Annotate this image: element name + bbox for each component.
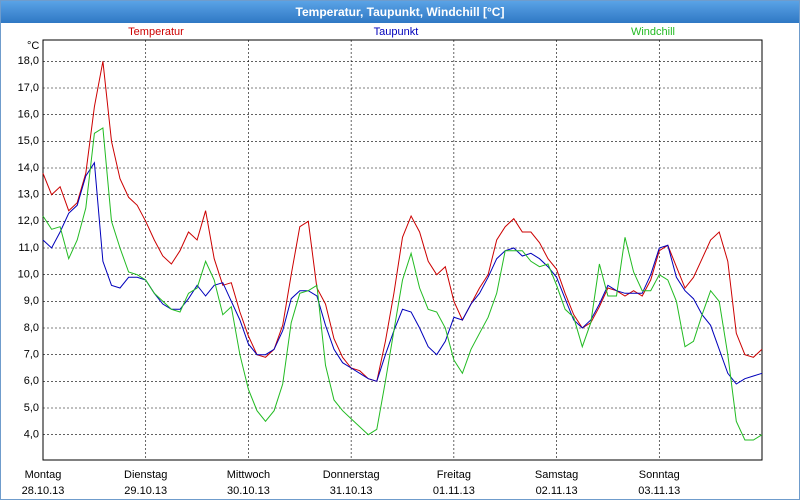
y-tick-label: 4,0	[24, 429, 39, 441]
y-tick-label: 14,0	[18, 162, 39, 174]
legend-entry: Windchill	[631, 26, 675, 38]
x-tick-date: 01.11.13	[433, 485, 475, 497]
y-tick-label: 15,0	[18, 135, 39, 147]
x-tick-date: 29.10.13	[124, 485, 167, 497]
x-tick-label: Dienstag	[124, 469, 167, 481]
y-tick-label: 8,0	[24, 322, 39, 334]
y-tick-label: 13,0	[18, 189, 39, 201]
y-tick-label: 11,0	[18, 242, 39, 254]
x-tick-label: Samstag	[535, 469, 578, 481]
legend-entry: Temperatur	[128, 26, 184, 38]
x-tick-date: 31.10.13	[330, 485, 373, 497]
x-tick-label: Montag	[25, 469, 62, 481]
x-tick-date: 02.11.13	[536, 485, 578, 497]
y-tick-label: 17,0	[18, 82, 39, 94]
x-tick-label: Freitag	[437, 469, 471, 481]
x-tick-label: Donnerstag	[323, 469, 380, 481]
series-line	[42, 127, 763, 441]
y-tick-label: 7,0	[24, 349, 39, 361]
chart-title: Temperatur, Taupunkt, Windchill [°C]	[1, 1, 799, 23]
y-tick-label: 6,0	[24, 375, 39, 387]
plot-area	[42, 39, 763, 461]
y-tick-label: 5,0	[24, 402, 39, 414]
x-tick-label: Mittwoch	[227, 469, 270, 481]
y-tick-label: 18,0	[18, 55, 39, 67]
legend-entry: Taupunkt	[374, 26, 419, 38]
series-line	[42, 161, 763, 385]
x-tick-date: 30.10.13	[227, 485, 270, 497]
x-tick-date: 03.11.13	[638, 485, 680, 497]
x-tick-date: 28.10.13	[22, 485, 65, 497]
series-line	[42, 61, 763, 382]
x-tick-label: Sonntag	[639, 469, 680, 481]
y-tick-label: 12,0	[18, 215, 39, 227]
y-tick-label: 9,0	[24, 295, 39, 307]
y-tick-label: 10,0	[18, 269, 39, 281]
chart: °C 4,0 5,0 6,0 7,0 8,0 9,0 10,0 11,0 12,0 13,0 14,…	[18, 26, 763, 497]
y-axis-label: °C	[27, 40, 39, 52]
y-tick-label: 16,0	[18, 109, 39, 121]
